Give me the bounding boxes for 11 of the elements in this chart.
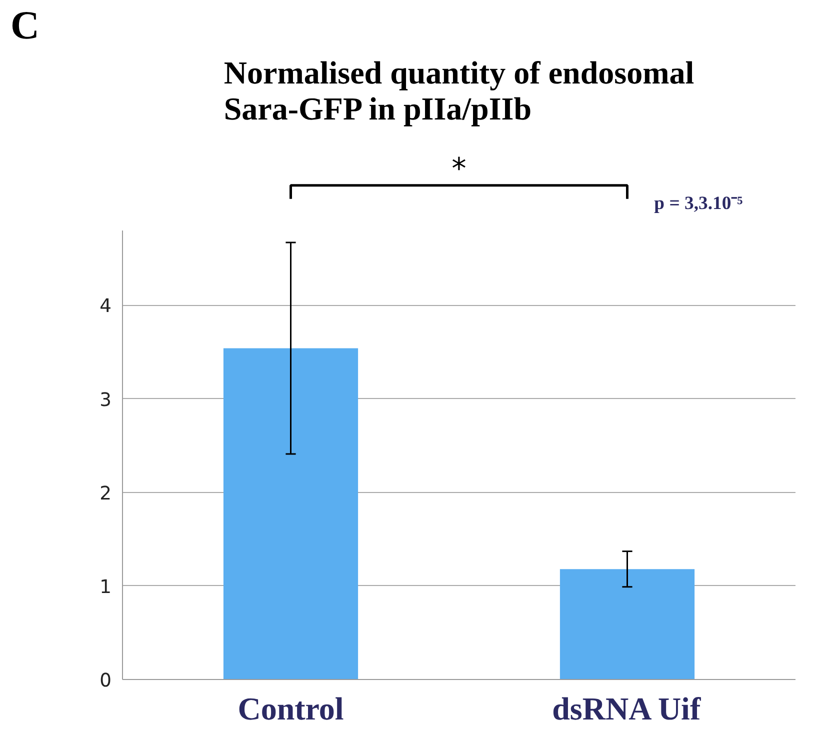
- text: p = 3,3.10⁻⁵: [654, 192, 744, 214]
- x-tick-label: dsRNA Uif: [552, 690, 701, 726]
- text: C: [10, 2, 40, 48]
- x-tick-label: Control: [238, 690, 344, 726]
- text: *: [452, 151, 466, 186]
- y-tick-label: 1: [100, 576, 112, 598]
- chart-title: Normalised quantity of endosomal Sara-GFP in pIIa/pIIb: [224, 54, 694, 126]
- y-tick-label: 4: [100, 296, 112, 318]
- y-tick-label: 2: [100, 483, 112, 504]
- y-tick-label: 0: [100, 670, 112, 692]
- y-tick-label: 3: [100, 390, 112, 411]
